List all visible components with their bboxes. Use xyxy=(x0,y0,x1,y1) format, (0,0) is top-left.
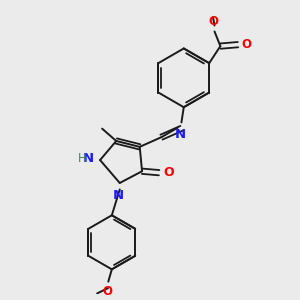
Text: O: O xyxy=(242,38,252,51)
Text: H: H xyxy=(78,152,87,165)
Text: O: O xyxy=(208,15,218,28)
Text: O: O xyxy=(103,285,113,298)
Text: N: N xyxy=(174,128,185,141)
Text: N: N xyxy=(82,152,94,165)
Text: O: O xyxy=(163,166,173,179)
Text: N: N xyxy=(113,189,124,203)
